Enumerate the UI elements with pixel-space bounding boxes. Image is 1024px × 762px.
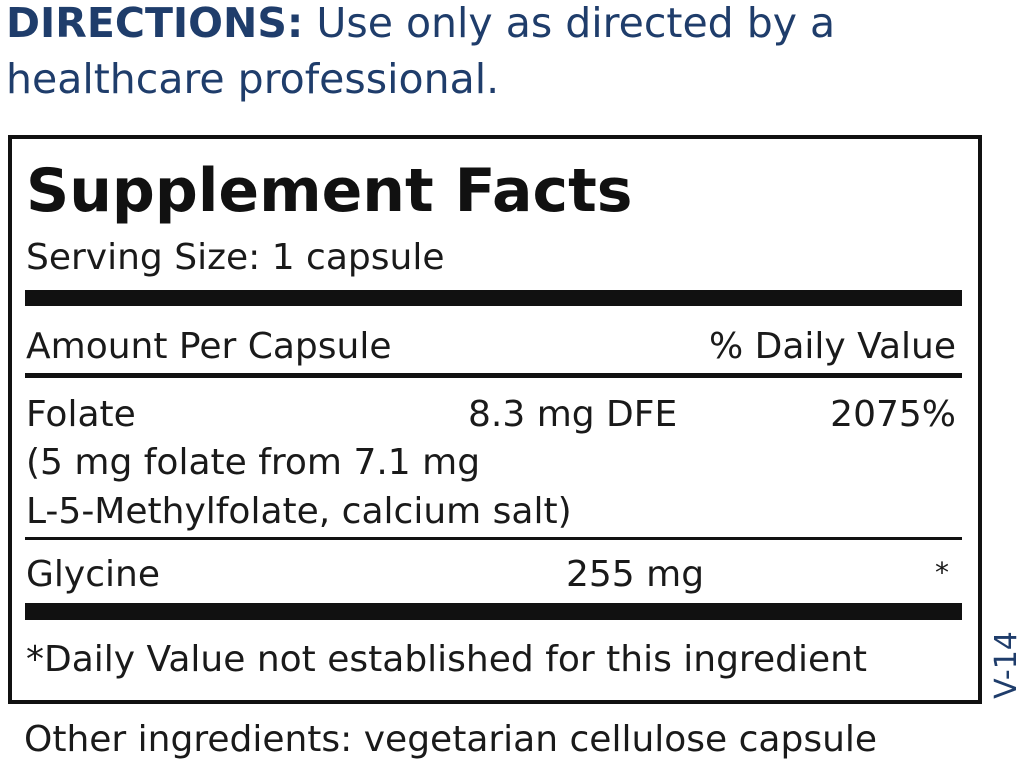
header-daily-value: % Daily Value: [708, 326, 956, 367]
divider: [25, 537, 962, 540]
thick-divider: [25, 603, 962, 620]
glycine-dv: *: [935, 556, 949, 589]
directions-line-2: healthcare professional.: [6, 55, 500, 103]
glycine-amount: 255 mg: [566, 554, 705, 595]
footnote: *Daily Value not established for this in…: [26, 639, 868, 680]
folate-detail-1: (5 mg folate from 7.1 mg: [26, 442, 481, 483]
directions-line-1: DIRECTIONS: Use only as directed by a: [6, 0, 835, 46]
serving-size: Serving Size: 1 capsule: [26, 237, 445, 278]
folate-dv: 2075%: [830, 394, 956, 435]
folate-amount: 8.3 mg DFE: [468, 394, 678, 435]
glycine-name: Glycine: [26, 554, 160, 595]
facts-title: Supplement Facts: [26, 156, 633, 226]
other-ingredients: Other ingredients: vegetarian cellulose …: [24, 719, 878, 760]
folate-detail-2: L-5-Methylfolate, calcium salt): [26, 491, 572, 532]
version-code: V-14: [989, 631, 1024, 699]
supplement-facts-panel: [8, 135, 982, 704]
header-amount-per-capsule: Amount Per Capsule: [26, 326, 392, 367]
folate-name: Folate: [26, 394, 136, 435]
directions-label: DIRECTIONS:: [6, 0, 304, 47]
directions-text: Use only as directed by a: [316, 0, 836, 47]
divider: [25, 373, 962, 378]
thick-divider: [25, 290, 962, 306]
